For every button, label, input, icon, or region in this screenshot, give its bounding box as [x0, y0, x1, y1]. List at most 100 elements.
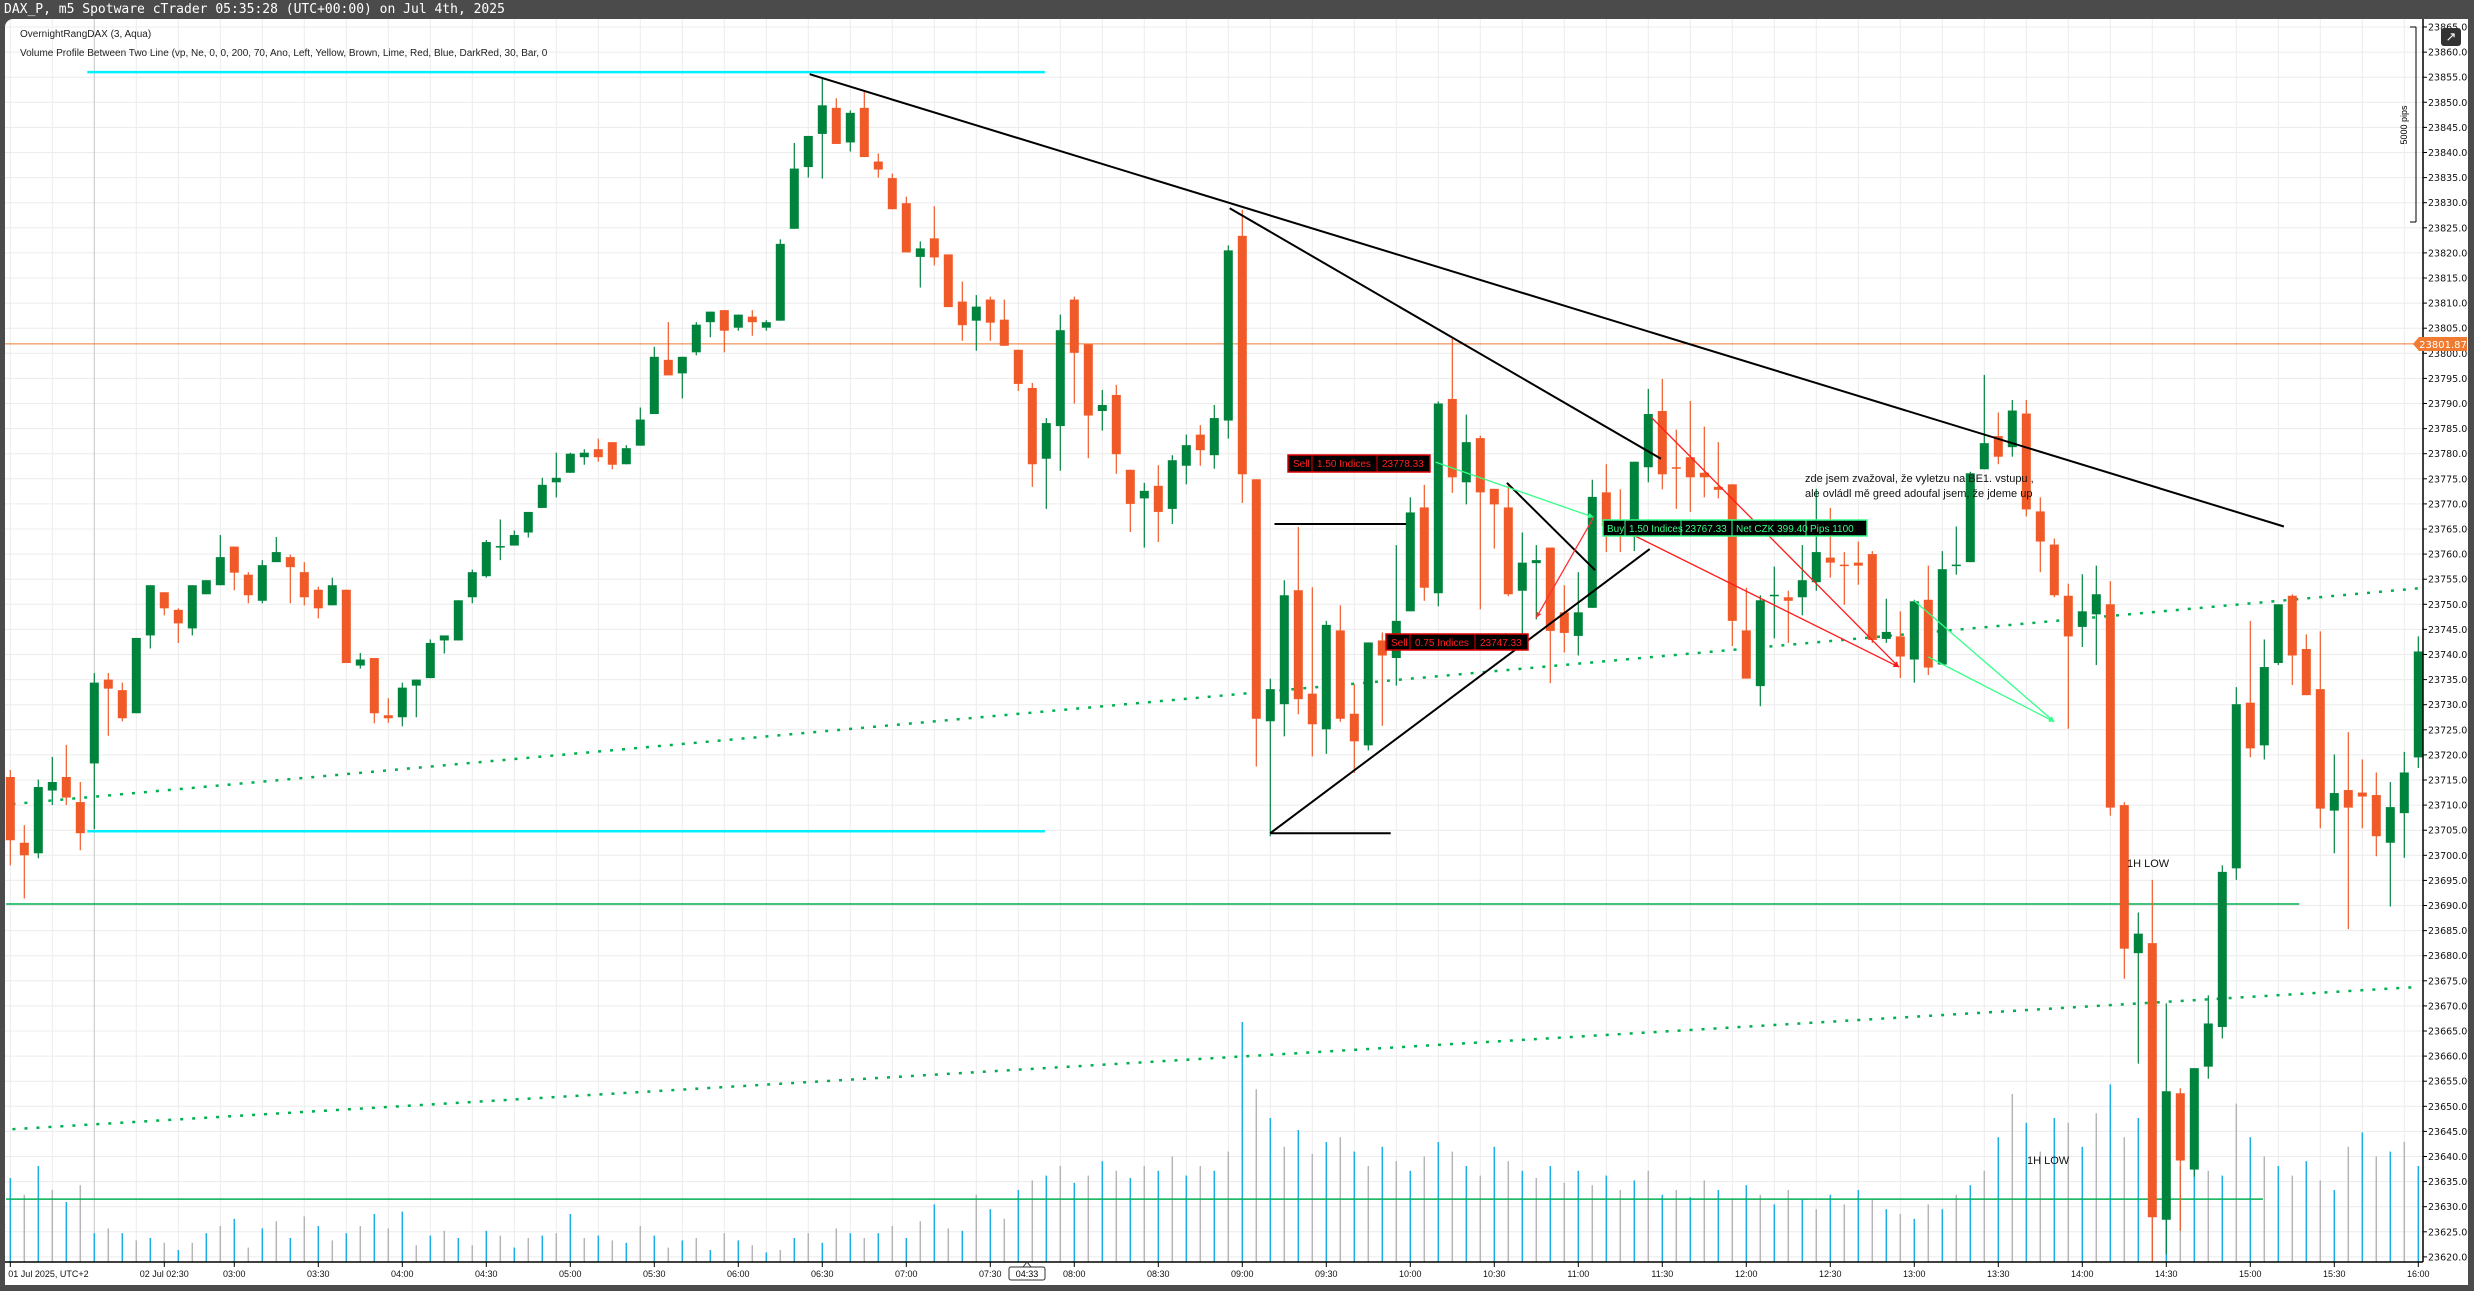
candle-body: [1349, 713, 1359, 742]
price-tick-label: 23660.00: [2428, 1052, 2468, 1063]
candle-body: [481, 542, 491, 577]
price-chart[interactable]: Sell 1.50 Indices 23778.33 Sell 0.75 Ind…: [5, 19, 2468, 1285]
candle: [691, 322, 701, 356]
candle-body: [929, 238, 939, 258]
candle: [1321, 620, 1331, 754]
volume-bar: [1115, 1170, 1118, 1262]
price-tick-label: 23670.00: [2428, 1001, 2468, 1012]
time-tick-label: 16:00: [2407, 1269, 2430, 1279]
candle-body: [1209, 418, 1219, 456]
volume-bar: [1563, 1182, 1566, 1262]
pips-measure-label: 5000 pips: [2399, 105, 2409, 145]
candle-body: [579, 452, 589, 458]
candle: [103, 673, 113, 736]
candle: [1881, 598, 1891, 643]
volume-bar: [2403, 1142, 2406, 1262]
volume-bar: [2417, 1166, 2420, 1262]
candle: [1139, 482, 1149, 548]
trade-volume: 1.50 Indices: [1317, 459, 1371, 470]
candle: [2021, 399, 2031, 517]
low-label-2[interactable]: 1H LOW: [2027, 1155, 2070, 1167]
candle-body: [593, 449, 603, 458]
candle: [1097, 389, 1107, 431]
candle: [257, 560, 267, 604]
candle-body: [19, 842, 29, 856]
trade-lines: [809, 73, 2285, 835]
candle-body: [453, 600, 463, 641]
candle-body: [1895, 636, 1905, 657]
price-tick-label: 23625.00: [2428, 1227, 2468, 1238]
volume-bar: [1059, 1166, 1062, 1262]
volume-bar: [1199, 1166, 1202, 1262]
volume-bar: [863, 1238, 866, 1262]
price-tick-label: 23845.00: [2428, 123, 2468, 134]
trendline-support: [1269, 548, 1651, 835]
volume-bar: [1661, 1194, 1664, 1262]
volume-bar: [1143, 1166, 1146, 1262]
candle-body: [1643, 414, 1653, 468]
low-label-1[interactable]: 1H LOW: [2127, 858, 2170, 870]
dotted-lower: [5, 985, 2420, 1131]
volume-bar: [1185, 1175, 1188, 1262]
candle-body: [1909, 601, 1919, 660]
time-tick-label: 11:00: [1567, 1269, 1589, 1279]
candle: [299, 562, 309, 606]
note-text-line-2[interactable]: ale ovládl mě greed adoufal jsem, že jde…: [1805, 488, 2032, 500]
candle-body: [719, 310, 729, 331]
volume-bar: [1913, 1218, 1916, 1262]
volume-bar: [1801, 1199, 1804, 1262]
candle: [383, 698, 393, 723]
external-link-icon[interactable]: ↗: [2441, 28, 2461, 46]
candle-body: [1335, 630, 1345, 719]
indicator-volume-profile[interactable]: Volume Profile Between Two Line (vp, Ne,…: [20, 48, 548, 59]
candle: [943, 254, 953, 308]
volume-bar: [37, 1166, 40, 1262]
candle: [1587, 479, 1597, 608]
candle: [201, 580, 211, 595]
candle: [1349, 684, 1359, 773]
volume-histogram: [9, 1022, 2420, 1262]
volume-bar: [1003, 1218, 1006, 1262]
candle-body: [1321, 624, 1331, 730]
candle: [2315, 631, 2325, 829]
volume-bar: [2291, 1175, 2294, 1262]
candle: [831, 98, 841, 144]
candle: [1265, 678, 1275, 837]
candle: [2105, 581, 2115, 816]
candle: [579, 449, 589, 465]
candle: [873, 153, 883, 178]
indicator-overnight-range[interactable]: OvernightRangDAX (3, Aqua): [20, 29, 152, 40]
candle: [1195, 425, 1205, 466]
candle: [2133, 912, 2143, 1064]
price-tick-label: 23800.00: [2428, 349, 2468, 360]
candle: [957, 281, 967, 341]
pips-measure[interactable]: 5000 pips: [2399, 26, 2417, 223]
candle-body: [957, 301, 967, 326]
candle: [2329, 754, 2339, 854]
volume-bar: [387, 1228, 390, 1262]
candle: [2035, 497, 2045, 573]
candle: [593, 438, 603, 462]
candle-body: [1041, 423, 1051, 459]
trade-label-buy-1[interactable]: Buy 1.50 Indices 23767.33 Net CZK 399.40…: [1602, 519, 1868, 537]
volume-bar: [1927, 1204, 1930, 1262]
note-text-line-1[interactable]: zde jsem zvažoval, že vyletzu na BE1. vs…: [1805, 473, 2034, 485]
candle: [1713, 442, 1723, 499]
current-price-value: 23801.87: [2419, 340, 2467, 351]
chart-panel[interactable]: Sell 1.50 Indices 23778.33 Sell 0.75 Ind…: [5, 19, 2468, 1285]
candle-body: [439, 635, 449, 641]
price-tick-label: 23710.00: [2428, 801, 2468, 812]
volume-bar: [1717, 1190, 1720, 1262]
volume-bar: [1731, 1199, 1734, 1262]
volume-bar: [821, 1242, 824, 1262]
trade-label-sell-2[interactable]: Sell 0.75 Indices 23747.33: [1385, 633, 1529, 651]
time-axis[interactable]: 01 Jul 2025, UTC+2 02 Jul 02:30 03:00 03:30…: [8, 1262, 2430, 1279]
trade-label-sell-1[interactable]: Sell 1.50 Indices 23778.33: [1287, 454, 1431, 473]
candle: [1923, 565, 1933, 676]
volume-bar: [1759, 1194, 1762, 1262]
candle: [5, 769, 15, 866]
volume-bar: [205, 1233, 208, 1262]
price-tick-label: 23740.00: [2428, 650, 2468, 661]
trade-red-1: [1650, 416, 1900, 668]
candle-body: [2077, 611, 2087, 627]
